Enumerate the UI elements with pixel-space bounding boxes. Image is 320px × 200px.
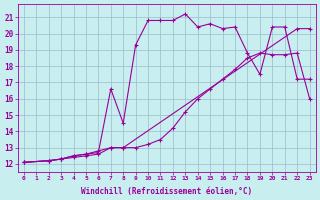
X-axis label: Windchill (Refroidissement éolien,°C): Windchill (Refroidissement éolien,°C) [81,187,252,196]
